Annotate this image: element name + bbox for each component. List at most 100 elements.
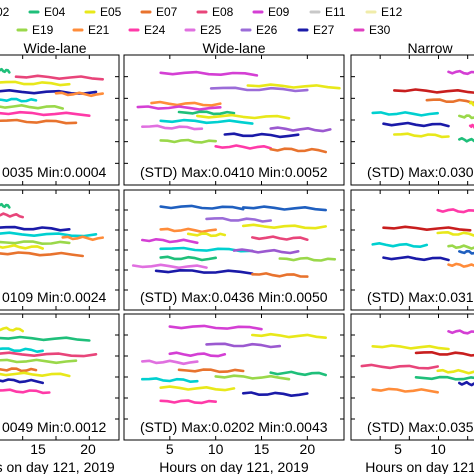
legend-label-e08: E08 <box>212 5 234 19</box>
panel-stats: (STD) Max:0.0410 Min:0.0052 <box>140 164 328 180</box>
series-line <box>458 114 474 120</box>
series-line <box>382 225 472 232</box>
series-line <box>177 368 245 374</box>
series-line <box>159 227 217 234</box>
series-line <box>458 137 474 143</box>
panel-frame <box>350 54 474 186</box>
panel-stats: 0049 Min:0.0012 <box>2 419 107 435</box>
panel-r3c3: (STD) Max:0.035 <box>350 313 474 441</box>
legend-label-e09: E09 <box>268 5 290 19</box>
x-tick-label: 5 <box>166 441 174 457</box>
series-line <box>159 118 254 125</box>
series-line <box>436 231 474 237</box>
series-line <box>209 86 309 93</box>
panel-r3c2: (STD) Max:0.0202 Min:0.0043 <box>123 313 345 441</box>
series-line <box>246 83 341 90</box>
series-line <box>0 358 78 365</box>
series-line <box>159 385 236 392</box>
series-line <box>186 232 227 238</box>
series-line <box>159 70 259 77</box>
legend-label-e05: E05 <box>100 5 122 19</box>
series-line <box>382 255 450 262</box>
series-line <box>278 256 337 262</box>
series-line <box>414 351 474 357</box>
series-line <box>196 113 291 120</box>
series-line <box>371 111 439 117</box>
series-line <box>141 377 199 383</box>
series-line <box>436 208 474 214</box>
series-line <box>0 118 78 125</box>
panel-stats: 0109 Min:0.0024 <box>2 289 107 305</box>
column-title-3: Narrow <box>407 40 453 56</box>
series-line <box>0 110 91 117</box>
series-line <box>0 97 38 103</box>
series-line <box>131 263 208 270</box>
x-tick-label: 10 <box>208 441 224 457</box>
series-line <box>0 104 64 110</box>
panel-r1c3: (STD) Max:0.030 <box>350 54 474 186</box>
column-title-1: Wide-lane <box>23 40 86 56</box>
series-line <box>61 235 104 242</box>
series-line <box>232 248 300 255</box>
series-line <box>150 100 222 107</box>
legend-label-e11: E11 <box>325 5 346 19</box>
series-line <box>0 80 71 87</box>
series-line <box>393 132 450 139</box>
legend-label-e04: E04 <box>44 5 66 19</box>
legend-label-e24: E24 <box>144 23 166 37</box>
series-line <box>0 367 38 373</box>
series-line <box>54 91 104 98</box>
x-tick-label: 15 <box>30 441 46 457</box>
x-tick-label: 10 <box>430 441 446 457</box>
panel-r2c2: (STD) Max:0.0436 Min:0.0050 <box>123 189 345 311</box>
panel-frame <box>350 313 474 441</box>
panel-stats: (STD) Max:0.030 <box>367 164 474 180</box>
series-line <box>251 272 309 278</box>
series-line <box>0 388 51 395</box>
series-line <box>0 231 98 238</box>
x-axis-label: Hours on day 121, 2019 <box>159 459 309 474</box>
series-line <box>269 147 327 154</box>
panel-stats: (STD) Max:0.0202 Min:0.0043 <box>140 419 328 435</box>
panel-stats: (STD) Max:0.035 <box>367 419 474 435</box>
series-line <box>168 351 227 358</box>
x-tick-label: 20 <box>300 441 316 457</box>
x-tick-label: 15 <box>254 441 270 457</box>
x-tick-label: 5 <box>394 441 402 457</box>
x-axis-label-right: Hours on day 121, 2019 <box>365 459 474 474</box>
series-line <box>168 324 263 331</box>
series-line <box>214 144 272 150</box>
legend-label-e26: E26 <box>256 23 278 37</box>
series-line <box>414 375 474 381</box>
series-line <box>14 74 104 81</box>
legend-label-e12: E12 <box>381 5 403 19</box>
series-line <box>0 225 71 232</box>
panel-r2c3: (STD) Max:0.031 <box>350 189 474 311</box>
series-line <box>0 378 44 385</box>
series-line <box>0 251 84 258</box>
panel-grid: 0035 Min:0.0004 (STD) Max:0.0410 Min:0.00… <box>0 54 474 441</box>
panel-stats: (STD) Max:0.031 <box>367 289 474 305</box>
series-line <box>251 235 309 241</box>
series-line <box>159 255 217 262</box>
series-line <box>241 391 309 397</box>
series-line <box>159 399 217 405</box>
x-tick-label: 20 <box>80 441 96 457</box>
series-line <box>141 124 204 131</box>
series-line <box>436 368 474 375</box>
series-line <box>0 244 44 250</box>
series-line <box>205 342 282 349</box>
panel-r2c1: 0109 Min:0.0024 <box>0 189 120 311</box>
series-line <box>241 223 327 230</box>
series-line <box>141 359 199 366</box>
series-line <box>154 269 254 275</box>
series-line <box>458 380 474 387</box>
legend-label-e25: E25 <box>200 23 222 37</box>
x-axis: 5 10 15 20 15 20 5 10 Hours on day 121, 2019 Hour… <box>0 441 474 474</box>
series-line <box>159 138 217 144</box>
legend-label-e19: E19 <box>32 23 54 37</box>
series-line <box>0 351 98 358</box>
series-line <box>251 332 327 339</box>
panel-stats: (STD) Max:0.0436 Min:0.0050 <box>140 289 328 305</box>
